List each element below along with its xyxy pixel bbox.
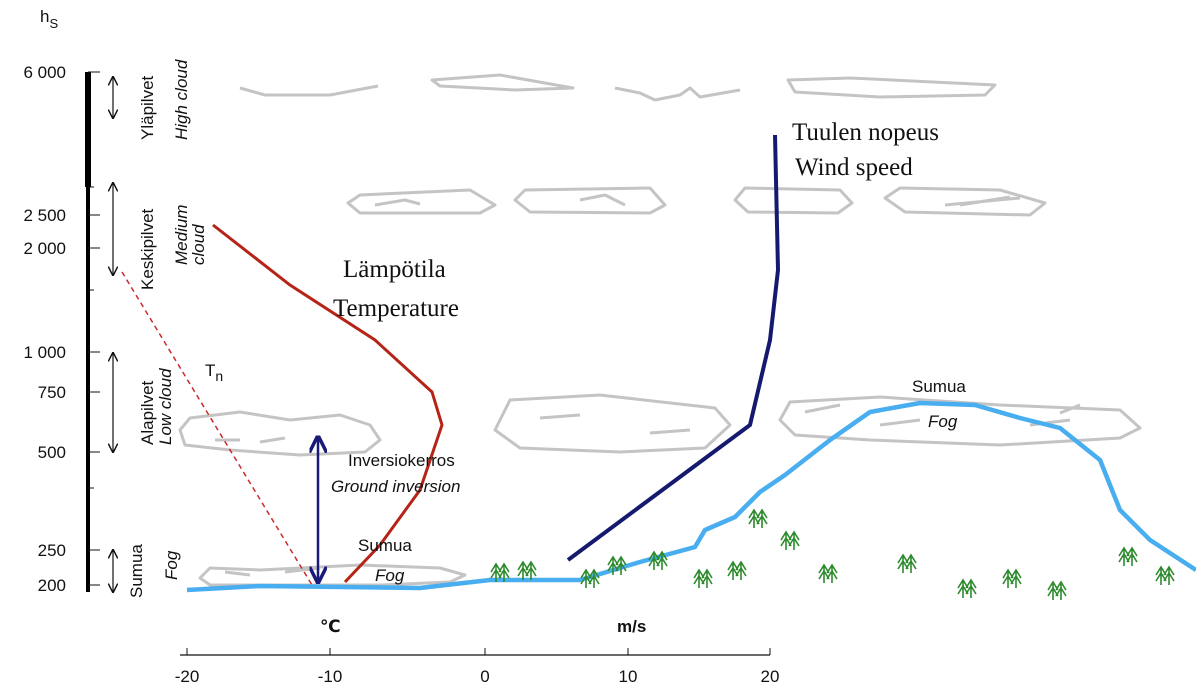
layer-name: Keskipilvet [138,208,157,290]
shape [819,565,837,583]
shape [898,555,916,573]
text-part: T [205,361,215,380]
wind-english: Wind speed [795,154,913,181]
height-tick-label: 250 [38,541,66,560]
bottom-tick-label: -10 [318,667,343,686]
shape [515,188,665,213]
wind-curve [568,135,778,560]
shape [735,188,852,213]
trees [491,510,1174,600]
shape [788,78,995,97]
inversion-english: Ground inversion [331,477,460,496]
diagram: hS 6 0002 5002 0001 000750500250200 Yläp… [0,0,1196,688]
height-tick-label: 6 000 [23,63,66,82]
layer-name: Yläpilvet [138,75,157,140]
text-part: S [49,16,58,31]
shape [615,88,740,100]
height-tick-label: 750 [38,383,66,402]
shape [432,75,573,90]
shape [958,580,976,598]
shape [495,395,730,452]
layer-name: Alapilvet [138,380,157,445]
bottom-tick-label: 10 [619,667,638,686]
wind-label: Tuulen nopeus [792,119,939,146]
fog-english: Fog [375,566,405,585]
shape [180,412,380,455]
height-tick-label: 2 500 [23,206,66,225]
fog-english: Fog [928,412,958,431]
height-tick-label: 1 000 [23,343,66,362]
text-part: n [215,368,223,384]
shape [518,562,536,580]
shape [749,510,767,528]
shape [649,552,667,570]
text-part: cloud [189,224,208,265]
bottom-tick-label: 20 [761,667,780,686]
shape [348,190,495,213]
height-tick-label: 200 [38,576,66,595]
fog-label: Sumua [358,536,412,555]
shape [240,86,378,95]
inversion-label: Inversiokerros [348,451,455,470]
layer-english: Low cloud [156,368,175,445]
layer-name: Sumua [127,544,146,598]
shape [781,532,799,550]
shape [694,570,712,588]
shape [728,562,746,580]
clouds [180,75,1140,585]
shape [200,565,465,585]
tn-label: Tn [205,361,223,384]
shape [1156,567,1174,585]
temperature-unit: ℃ [320,617,341,636]
temperature-label: Lämpötila [343,256,446,283]
bottom-tick-label: 0 [480,667,489,686]
shape [1119,548,1137,566]
shape [1003,570,1021,588]
height-tick-label: 500 [38,443,66,462]
fog-label: Sumua [912,377,966,396]
shape [1048,582,1066,600]
axis-symbol: hS [40,7,58,31]
layer-english: Mediumcloud [172,205,208,265]
layer-english: High cloud [172,59,191,140]
text-part: h [40,7,49,26]
height-tick-label: 2 000 [23,239,66,258]
ground-line [187,403,1196,590]
temperature-english: Temperature [333,295,459,322]
wind-unit: m/s [617,617,646,636]
shape [885,188,1045,215]
layer-english: Fog [162,550,181,580]
bottom-tick-label: -20 [175,667,200,686]
